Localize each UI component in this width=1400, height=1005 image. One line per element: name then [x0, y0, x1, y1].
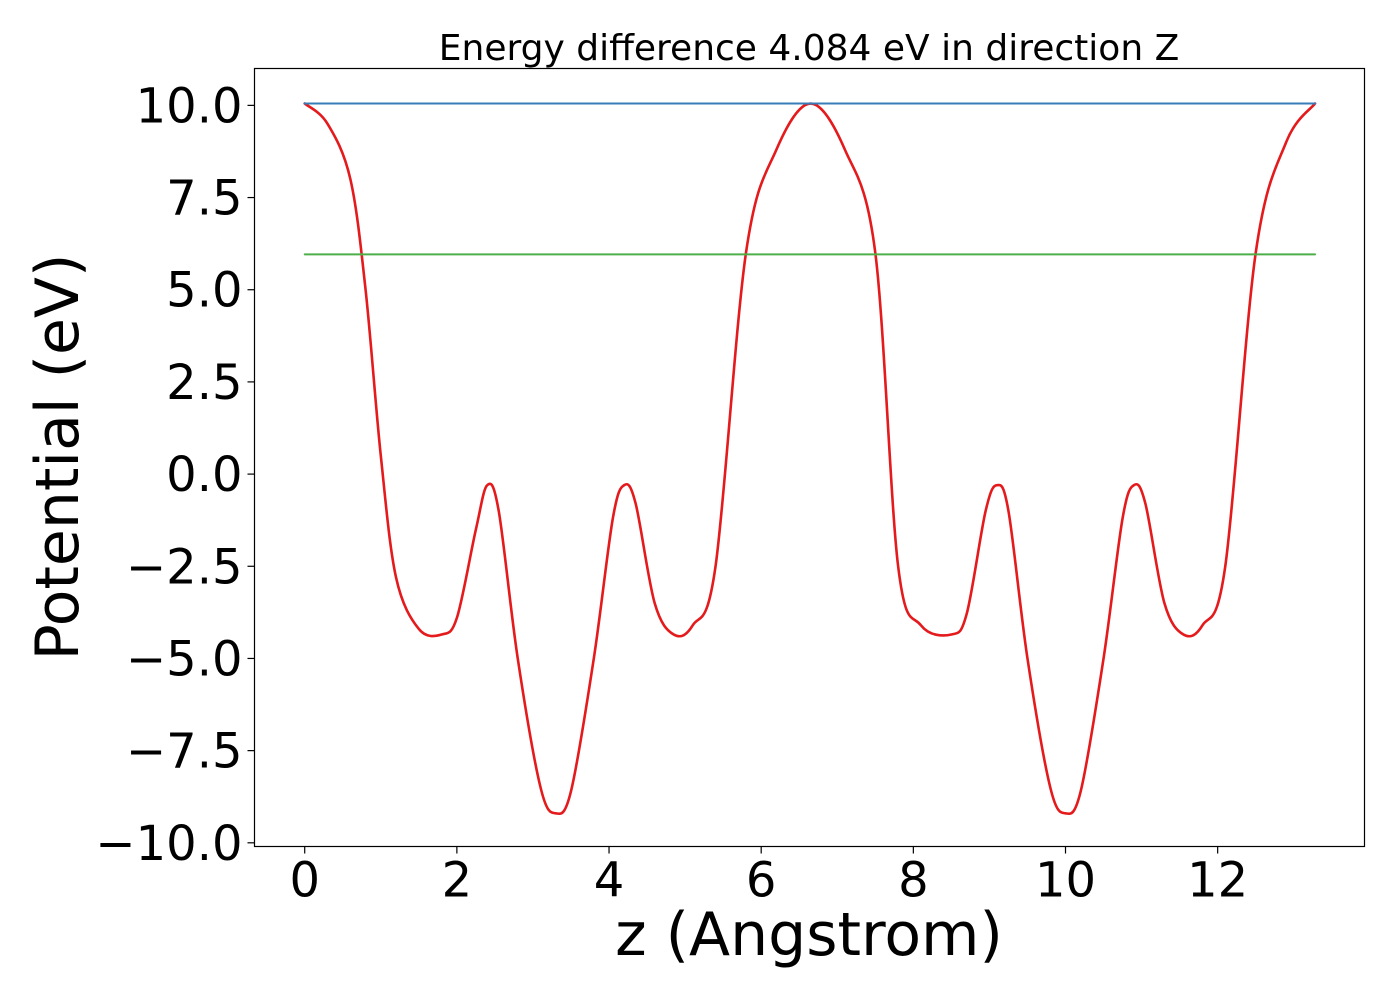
y-tick-label: 7.5 — [166, 171, 242, 227]
series-layer — [303, 102, 1317, 816]
y-tick-label: −5.0 — [126, 631, 243, 687]
x-axis-ticks: 0 2 4 6 8 10 12 — [289, 846, 1248, 909]
y-axis-ticks: −10.0 −7.5 −5.0 −2.5 0.0 2.5 5.0 7.5 10.0 — [95, 78, 255, 872]
x-tick-label: 0 — [289, 853, 320, 909]
y-axis-label: Potential (eV) — [23, 254, 93, 661]
chart-title: Energy difference 4.084 eV in direction … — [439, 28, 1180, 69]
y-tick-label: −7.5 — [126, 724, 243, 780]
plot-frame — [253, 67, 1366, 848]
x-tick-label: 6 — [746, 853, 777, 909]
x-tick-label: 10 — [1035, 853, 1096, 909]
y-tick-label: 5.0 — [166, 263, 242, 319]
y-tick-label: 0.0 — [166, 447, 242, 503]
y-tick-label: 2.5 — [166, 355, 242, 411]
y-tick-label: 10.0 — [136, 78, 243, 134]
x-tick-label: 2 — [442, 853, 473, 909]
y-tick-label: −10.0 — [95, 816, 242, 872]
x-tick-label: 12 — [1187, 853, 1248, 909]
x-axis-label: z (Angstrom) — [615, 900, 1003, 970]
potential-curve — [303, 102, 1317, 816]
x-tick-label: 4 — [594, 853, 625, 909]
x-tick-label: 8 — [898, 853, 929, 909]
y-tick-label: −2.5 — [126, 539, 243, 595]
